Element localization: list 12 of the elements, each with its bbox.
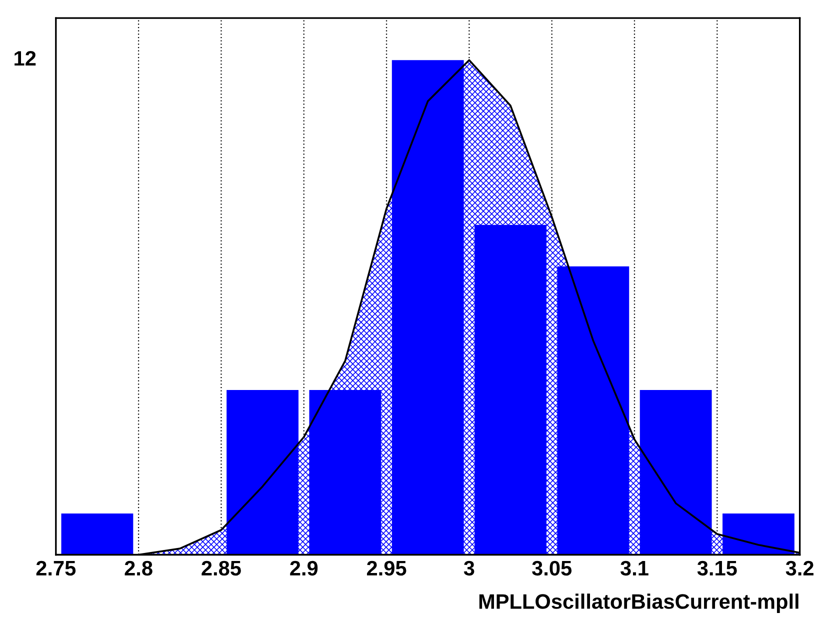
x-tick-label: 3 (464, 560, 474, 576)
x-tick-label: 2.8 (124, 560, 152, 576)
text: 12 (14, 50, 36, 66)
x-tick-label: 2.95 (366, 560, 406, 576)
x-tick-label: 3.1 (620, 560, 648, 576)
x-tick-label: 3.2 (786, 560, 814, 576)
x-axis-title: MPLLOscillatorBiasCurrent-mpll (479, 594, 798, 614)
x-tick-label: 2.9 (290, 560, 318, 576)
x-tick-label: 3.15 (697, 560, 737, 576)
x-tick-label: 2.75 (36, 560, 76, 576)
x-tick-label: 2.85 (202, 560, 241, 576)
x-tick-label: 3.05 (532, 560, 572, 576)
